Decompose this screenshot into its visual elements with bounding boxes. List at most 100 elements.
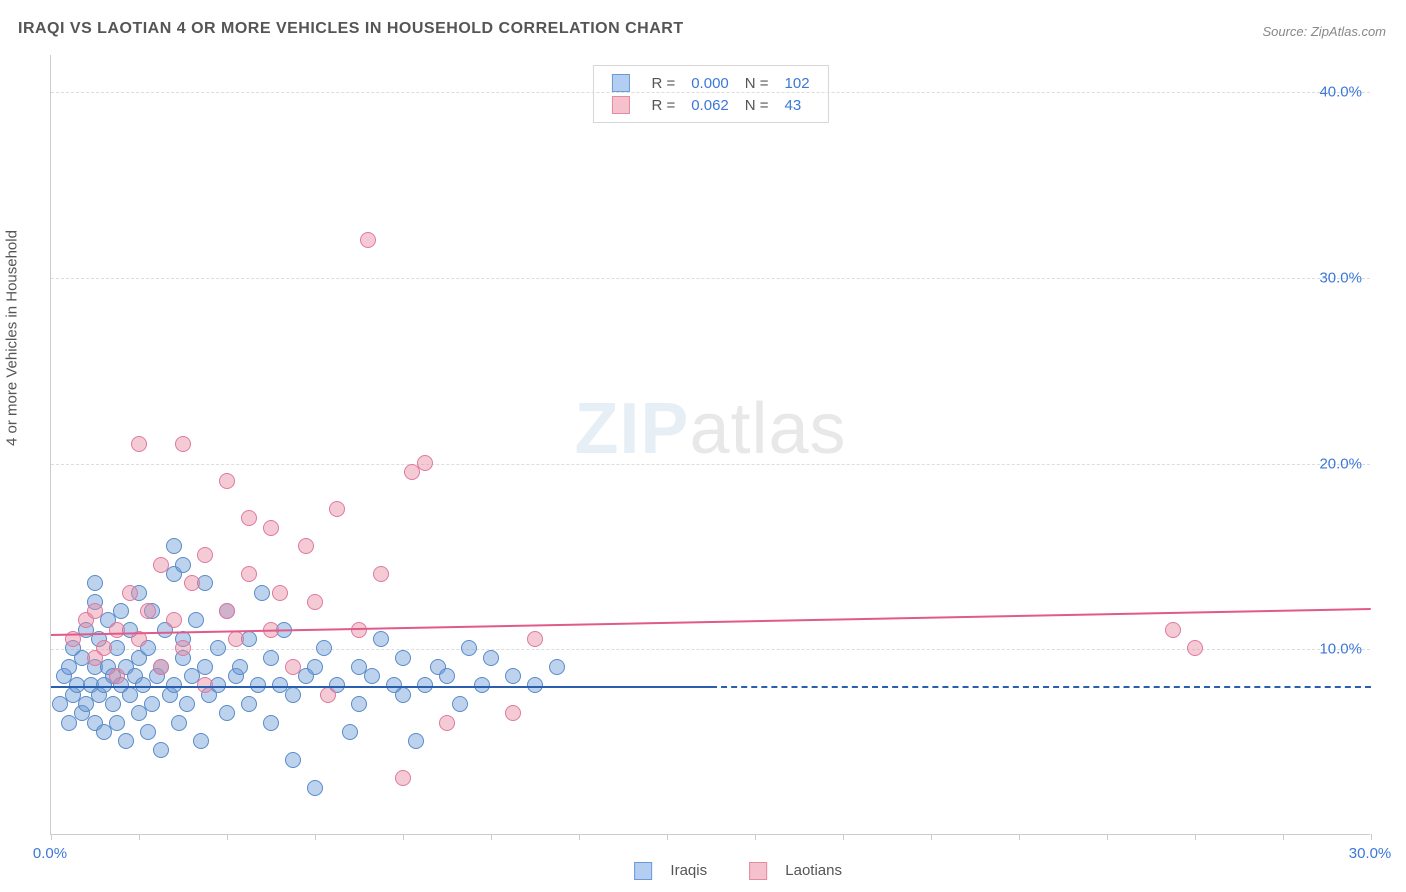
data-point bbox=[175, 557, 191, 573]
x-tick bbox=[667, 834, 668, 840]
data-point bbox=[197, 547, 213, 563]
data-point bbox=[439, 715, 455, 731]
x-tick bbox=[403, 834, 404, 840]
data-point bbox=[197, 659, 213, 675]
data-point bbox=[87, 603, 103, 619]
x-tick bbox=[579, 834, 580, 840]
data-point bbox=[96, 640, 112, 656]
trend-line bbox=[711, 686, 1371, 688]
data-point bbox=[483, 650, 499, 666]
data-point bbox=[175, 640, 191, 656]
correlation-legend: R =0.000N =102R =0.062N =43 bbox=[592, 65, 828, 123]
data-point bbox=[179, 696, 195, 712]
data-point bbox=[166, 612, 182, 628]
y-axis-label: 4 or more Vehicles in Household bbox=[4, 230, 21, 446]
n-label: N = bbox=[737, 94, 777, 116]
gridline bbox=[51, 92, 1370, 93]
data-point bbox=[184, 575, 200, 591]
data-point bbox=[122, 585, 138, 601]
x-tick bbox=[139, 834, 140, 840]
data-point bbox=[153, 659, 169, 675]
data-point bbox=[505, 668, 521, 684]
data-point bbox=[188, 612, 204, 628]
data-point bbox=[105, 696, 121, 712]
x-tick-label: 0.0% bbox=[33, 845, 67, 862]
gridline bbox=[51, 464, 1370, 465]
data-point bbox=[193, 733, 209, 749]
data-point bbox=[232, 659, 248, 675]
watermark: ZIPatlas bbox=[574, 388, 846, 470]
data-point bbox=[285, 687, 301, 703]
data-point bbox=[373, 566, 389, 582]
legend-swatch bbox=[749, 862, 767, 880]
data-point bbox=[254, 585, 270, 601]
x-tick bbox=[1019, 834, 1020, 840]
data-point bbox=[320, 687, 336, 703]
data-point bbox=[210, 640, 226, 656]
data-point bbox=[298, 538, 314, 554]
data-point bbox=[351, 696, 367, 712]
data-point bbox=[109, 622, 125, 638]
data-point bbox=[360, 232, 376, 248]
data-point bbox=[153, 557, 169, 573]
x-tick bbox=[1371, 834, 1372, 840]
x-tick bbox=[491, 834, 492, 840]
r-label: R = bbox=[643, 72, 683, 94]
data-point bbox=[307, 659, 323, 675]
gridline bbox=[51, 278, 1370, 279]
data-point bbox=[329, 501, 345, 517]
gridline bbox=[51, 649, 1370, 650]
x-tick bbox=[1195, 834, 1196, 840]
legend-row: R =0.000N =102 bbox=[603, 72, 817, 94]
plot-area: ZIPatlas R =0.000N =102R =0.062N =43 10.… bbox=[50, 55, 1370, 835]
x-tick bbox=[1107, 834, 1108, 840]
data-point bbox=[452, 696, 468, 712]
data-point bbox=[140, 603, 156, 619]
data-point bbox=[241, 566, 257, 582]
data-point bbox=[272, 585, 288, 601]
legend-row: R =0.062N =43 bbox=[603, 94, 817, 116]
r-value: 0.000 bbox=[683, 72, 737, 94]
data-point bbox=[461, 640, 477, 656]
data-point bbox=[527, 631, 543, 647]
legend-swatch bbox=[611, 96, 629, 114]
y-tick-label: 30.0% bbox=[1319, 269, 1362, 286]
data-point bbox=[395, 650, 411, 666]
n-value: 43 bbox=[777, 94, 818, 116]
data-point bbox=[263, 715, 279, 731]
data-point bbox=[439, 668, 455, 684]
data-point bbox=[395, 770, 411, 786]
data-point bbox=[549, 659, 565, 675]
series-legend: Iraqis Laotians bbox=[606, 862, 856, 880]
data-point bbox=[153, 742, 169, 758]
data-point bbox=[285, 752, 301, 768]
data-point bbox=[241, 510, 257, 526]
data-point bbox=[219, 603, 235, 619]
data-point bbox=[263, 520, 279, 536]
x-tick bbox=[755, 834, 756, 840]
data-point bbox=[285, 659, 301, 675]
chart-title: IRAQI VS LAOTIAN 4 OR MORE VEHICLES IN H… bbox=[18, 20, 684, 38]
data-point bbox=[417, 455, 433, 471]
data-point bbox=[1165, 622, 1181, 638]
data-point bbox=[219, 705, 235, 721]
data-point bbox=[307, 594, 323, 610]
data-point bbox=[166, 538, 182, 554]
x-tick bbox=[843, 834, 844, 840]
data-point bbox=[144, 696, 160, 712]
y-tick-label: 10.0% bbox=[1319, 641, 1362, 658]
data-point bbox=[228, 631, 244, 647]
data-point bbox=[316, 640, 332, 656]
x-tick bbox=[227, 834, 228, 840]
r-value: 0.062 bbox=[683, 94, 737, 116]
data-point bbox=[109, 715, 125, 731]
trend-line bbox=[51, 686, 711, 688]
legend-swatch bbox=[634, 862, 652, 880]
data-point bbox=[131, 436, 147, 452]
x-tick bbox=[315, 834, 316, 840]
data-point bbox=[171, 715, 187, 731]
data-point bbox=[1187, 640, 1203, 656]
source-attribution: Source: ZipAtlas.com bbox=[1262, 24, 1386, 39]
data-point bbox=[408, 733, 424, 749]
legend-swatch bbox=[611, 74, 629, 92]
